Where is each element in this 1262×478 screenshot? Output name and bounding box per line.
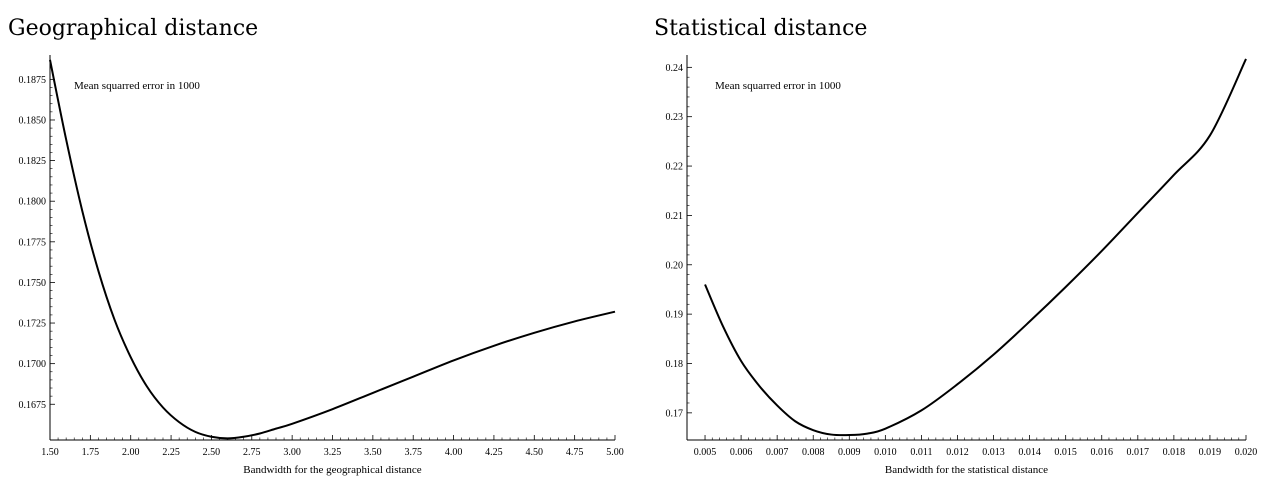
x-tick-label: 0.018 xyxy=(1163,447,1186,458)
chart-annotation: Mean squarred error in 1000 xyxy=(74,80,200,92)
x-tick-label: 0.012 xyxy=(946,447,969,458)
x-tick-label: 2.00 xyxy=(122,447,140,458)
x-tick-label: 4.00 xyxy=(445,447,463,458)
line-chart-geographical: 1.50 1.75 2.00 2.25 2.50 2.75 3.00 3.25 3.50 3.75… xyxy=(19,55,624,476)
x-tick-label: 0.017 xyxy=(1127,447,1150,458)
series-line xyxy=(704,58,1247,437)
y-tick-label: 0.1850 xyxy=(19,115,47,126)
y-tick-label: 0.1750 xyxy=(19,278,47,289)
x-tick-label: 1.50 xyxy=(41,447,59,458)
x-tick-label: 0.008 xyxy=(802,447,825,458)
x-tick-label: 3.00 xyxy=(283,447,301,458)
y-tick-label: 0.19 xyxy=(666,310,684,321)
x-axis-label: Bandwidth for the geographical distance xyxy=(243,464,422,476)
chart-panel-statistical: Statistical distance 0.005 0.006 0.007 0.00… xyxy=(631,0,1262,478)
y-tick-label: 0.1825 xyxy=(19,156,47,167)
y-tick-label: 0.1775 xyxy=(19,237,47,248)
x-tick-label: 0.019 xyxy=(1199,447,1222,458)
x-tick-label: 0.011 xyxy=(910,447,932,458)
y-tick-label: 0.22 xyxy=(666,162,684,173)
x-tick-label: 0.016 xyxy=(1090,447,1113,458)
x-tick-label: 3.25 xyxy=(324,447,342,458)
x-tick-label: 0.009 xyxy=(838,447,861,458)
chart-panel-geographical: Geographical distance 1.50 1.75 2.00 2.25 2.… xyxy=(8,16,624,476)
y-tick-label: 0.20 xyxy=(666,260,684,271)
x-tick-label: 3.50 xyxy=(364,447,382,458)
x-tick-label: 0.014 xyxy=(1018,447,1041,458)
x-axis-label: Bandwidth for the statistical distance xyxy=(885,464,1048,476)
x-tick-label: 1.75 xyxy=(82,447,100,458)
y-tick-label: 0.1675 xyxy=(19,400,47,411)
chart-annotation: Mean squarred error in 1000 xyxy=(715,80,841,92)
x-tick-label: 0.020 xyxy=(1235,447,1258,458)
chart-title: Geographical distance xyxy=(8,16,259,41)
y-tick-label: 0.1700 xyxy=(19,359,47,370)
x-tick-label: 3.75 xyxy=(404,447,422,458)
y-tick-label: 0.1875 xyxy=(19,75,47,86)
chart-title: Statistical distance xyxy=(654,16,868,41)
y-tick-label: 0.18 xyxy=(666,359,684,370)
x-tick-label: 0.007 xyxy=(766,447,789,458)
x-tick-label: 0.006 xyxy=(730,447,753,458)
x-tick-label: 2.75 xyxy=(243,447,261,458)
x-tick-label: 2.50 xyxy=(203,447,221,458)
y-tick-label: 0.23 xyxy=(666,112,684,123)
x-tick-label: 4.75 xyxy=(566,447,584,458)
x-tick-label: 0.013 xyxy=(982,447,1005,458)
line-chart-statistical: 0.005 0.006 0.007 0.008 0.009 0.010 0.011 0.012… xyxy=(666,55,1258,476)
series-line xyxy=(49,59,616,440)
y-tick-label: 0.17 xyxy=(666,408,684,419)
y-tick-label: 0.21 xyxy=(666,211,684,222)
y-tick-label: 0.24 xyxy=(666,63,684,74)
y-tick-label: 0.1725 xyxy=(19,319,47,330)
x-tick-label: 2.25 xyxy=(162,447,180,458)
x-tick-label: 4.50 xyxy=(526,447,544,458)
x-tick-label: 0.005 xyxy=(694,447,717,458)
x-tick-label: 0.010 xyxy=(874,447,897,458)
x-tick-label: 5.00 xyxy=(606,447,624,458)
y-tick-label: 0.1800 xyxy=(19,197,47,208)
x-tick-label: 4.25 xyxy=(485,447,503,458)
x-tick-label: 0.015 xyxy=(1054,447,1077,458)
